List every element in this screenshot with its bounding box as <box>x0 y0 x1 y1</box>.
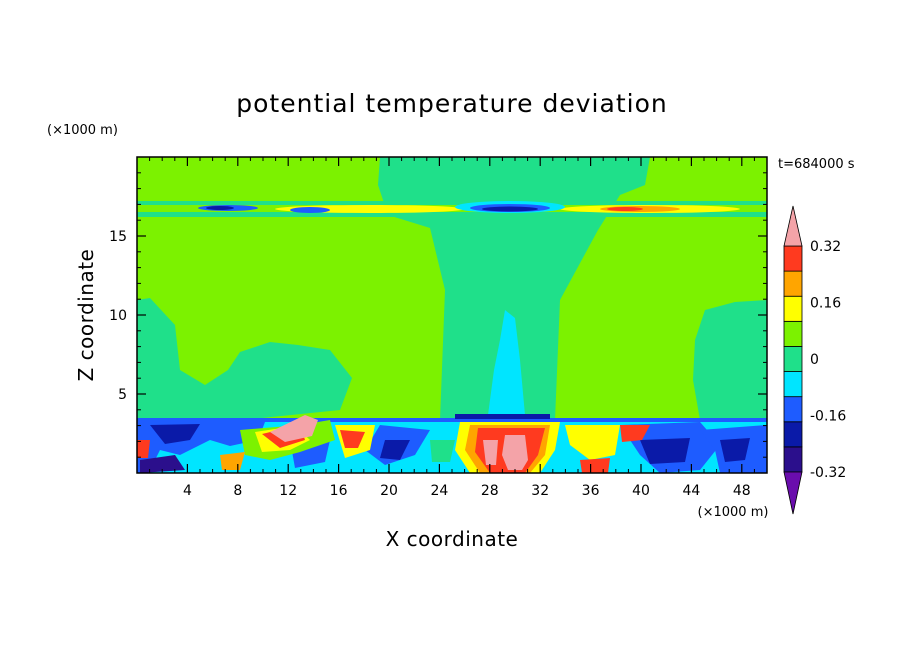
colorbar-tick-label: 0 <box>810 352 819 368</box>
field-bl-navy-1 <box>150 424 200 444</box>
x-tick-label: 44 <box>682 483 700 499</box>
x-tick-label: 20 <box>380 483 398 499</box>
colorbar-tick-label: -0.16 <box>810 409 846 425</box>
y-axis-label: Z coordinate <box>74 249 98 382</box>
field-bl-yellow-4 <box>565 425 620 460</box>
x-tick-label: 32 <box>531 483 549 499</box>
y-tick-label: 10 <box>109 308 127 324</box>
y-tick-label: 5 <box>118 387 127 403</box>
x-tick-label: 40 <box>632 483 650 499</box>
y-axis: 5 10 15 <box>109 172 767 458</box>
colorbar-band <box>783 446 803 473</box>
field-left-patch <box>137 298 352 420</box>
chart-title: potential temperature deviation <box>236 89 667 118</box>
x-tick-label: 16 <box>330 483 348 499</box>
field-bl-red-6 <box>580 458 610 473</box>
colorbar-tick-label: 0.16 <box>810 296 841 312</box>
field-central-column <box>378 157 650 420</box>
colorbar-band <box>783 245 803 272</box>
y-tick-label: 15 <box>109 229 127 245</box>
field-upper-navy <box>482 206 538 212</box>
x-tick-label: 48 <box>733 483 751 499</box>
field-bl-navy-3 <box>640 438 690 464</box>
field-bl-navy-2 <box>380 440 410 460</box>
colorbar-band <box>783 320 803 347</box>
x-tick-label: 8 <box>233 483 242 499</box>
field-bl-red-4 <box>620 425 650 442</box>
field-bl-pink-1 <box>270 415 318 442</box>
colorbar-band <box>783 346 803 372</box>
contour-field <box>137 157 767 473</box>
colorbar-band <box>783 295 803 322</box>
colorbar-extend-max <box>783 205 803 247</box>
colorbar-band <box>783 421 803 448</box>
colorbar-band <box>783 396 803 423</box>
field-bl-purple-1 <box>140 455 185 473</box>
colorbar: 0.32 0.16 0 -0.16 -0.32 <box>783 205 846 515</box>
field-bl-red-2 <box>340 430 365 448</box>
field-bl-pink-4 <box>483 440 498 465</box>
colorbar-tick-label: -0.32 <box>810 465 846 481</box>
field-column-core <box>488 310 525 415</box>
field-bl-red-5 <box>137 440 150 458</box>
colorbar-tick-label: 0.32 <box>810 239 841 255</box>
field-bl-top <box>137 418 767 422</box>
colorbar-extend-min <box>783 471 803 515</box>
x-axis-label: X coordinate <box>386 527 519 551</box>
x-tick-label: 24 <box>430 483 448 499</box>
field-bl-orange-5 <box>220 452 245 470</box>
field-upper-red <box>607 207 643 211</box>
field-bl-pink-3 <box>502 435 528 470</box>
time-label: t=684000 s <box>778 157 855 172</box>
field-upper-navy-left <box>206 206 234 210</box>
x-unit-label: (×1000 m) <box>698 505 769 520</box>
colorbar-band <box>783 371 803 398</box>
y-unit-label: (×1000 m) <box>47 123 118 138</box>
field-bl-top-navy <box>455 414 550 419</box>
x-tick-label: 4 <box>183 483 192 499</box>
x-tick-label: 12 <box>279 483 297 499</box>
field-upper-blue-mid <box>290 207 330 213</box>
x-axis: 4 8 12 16 20 24 28 32 36 40 44 48 <box>149 157 755 499</box>
field-bl-navy-4 <box>720 438 750 462</box>
colorbar-band <box>783 270 803 297</box>
field-bl-green-2 <box>430 440 455 462</box>
x-tick-label: 36 <box>582 483 600 499</box>
x-tick-label: 28 <box>481 483 499 499</box>
field-right-patch <box>693 300 767 420</box>
